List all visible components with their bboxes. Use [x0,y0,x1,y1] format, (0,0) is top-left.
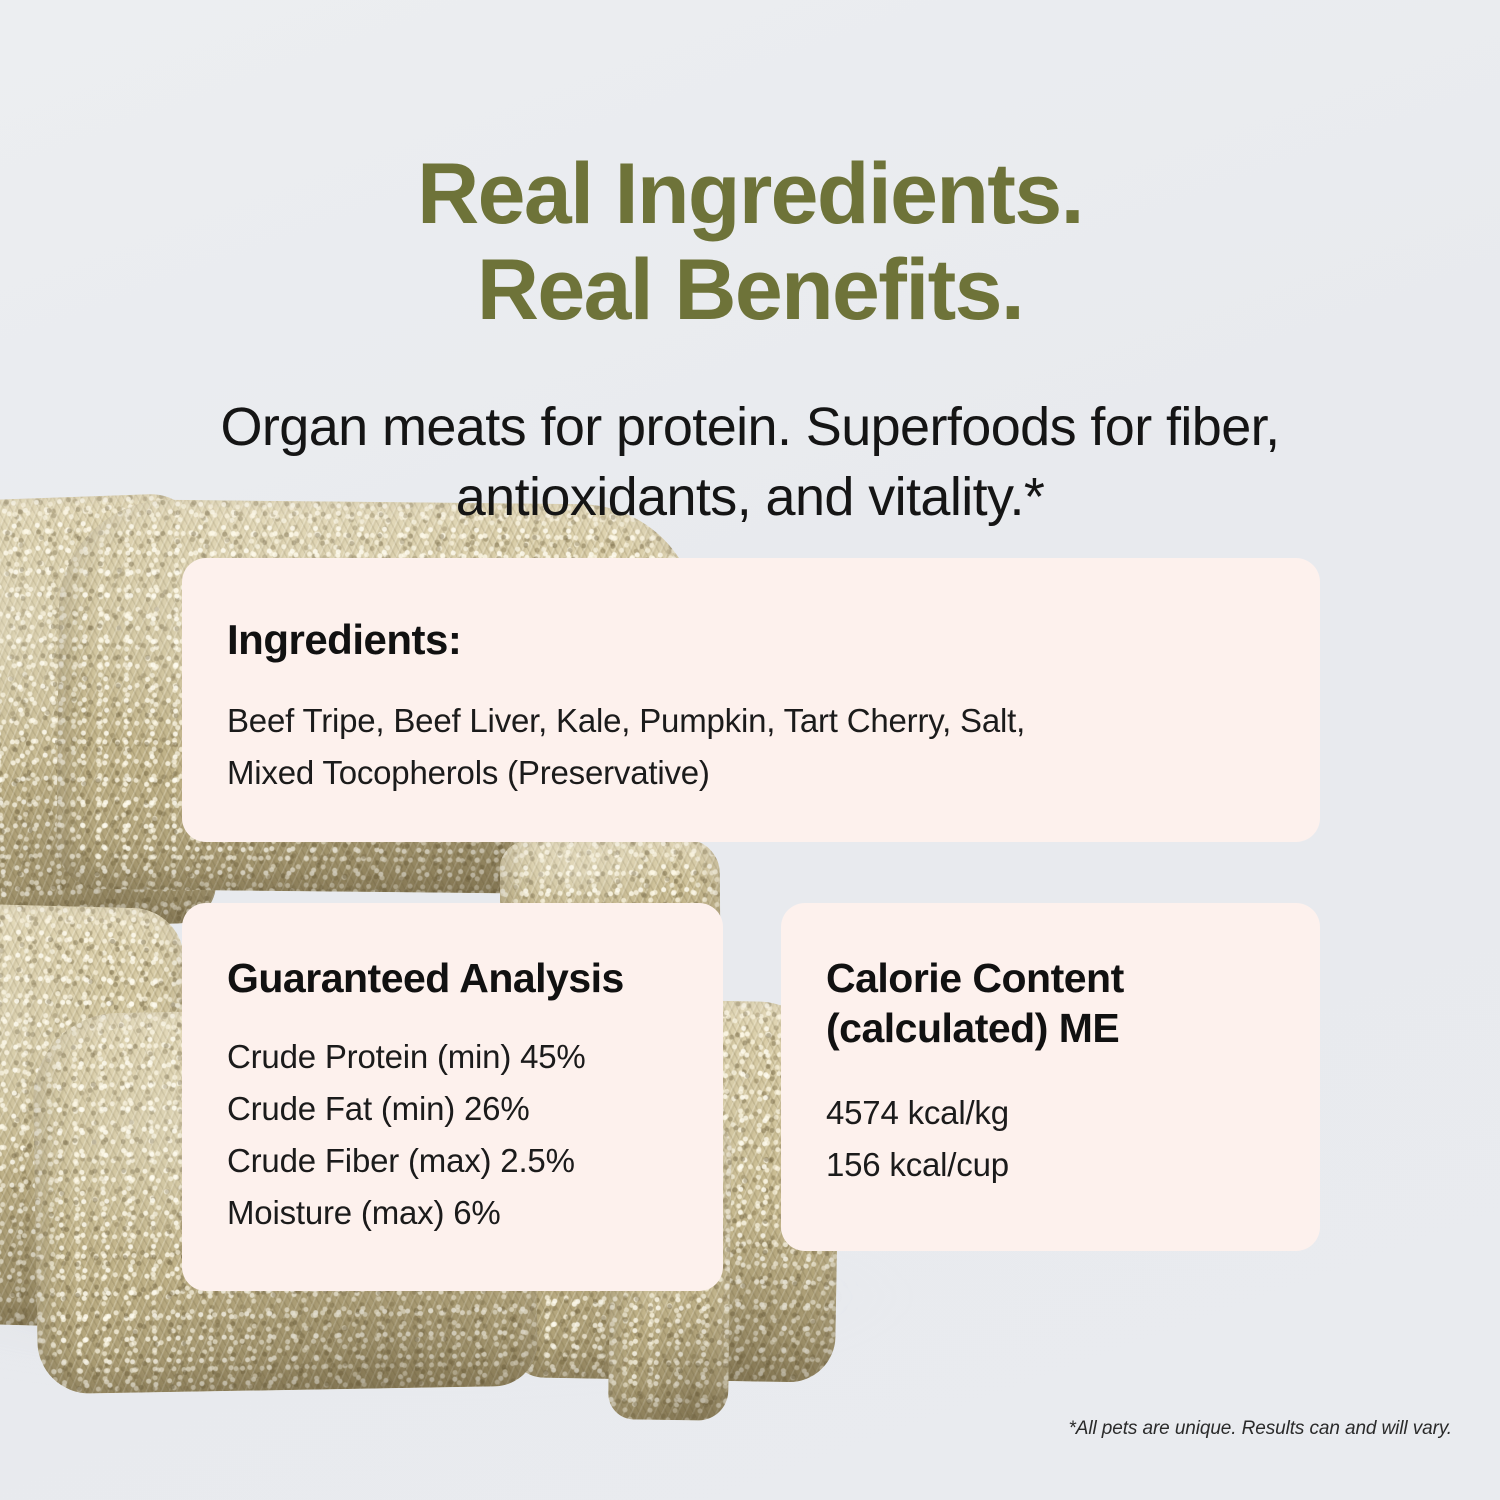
analysis-row: Crude Protein (min) 45% [227,1038,586,1076]
page-subtitle: Organ meats for protein. Superfoods for … [190,392,1310,532]
calories-card-title: Calorie Content (calculated) ME [826,953,1284,1053]
ingredients-line-2: Mixed Tocopherols (Preservative) [227,754,710,792]
calories-row: 156 kcal/cup [826,1146,1009,1184]
headline-line-1: Real Ingredients. [417,145,1084,242]
analysis-row: Crude Fat (min) 26% [227,1090,530,1128]
analysis-card-title: Guaranteed Analysis [227,955,624,1001]
disclaimer-footnote: *All pets are unique. Results can and wi… [1068,1418,1453,1439]
ingredients-card: Ingredients: Beef Tripe, Beef Liver, Kal… [182,558,1320,842]
food-cube [0,900,186,1330]
ingredients-card-title: Ingredients: [227,616,462,663]
calories-row: 4574 kcal/kg [826,1094,1009,1132]
calories-title-line-1: Calorie Content [826,955,1124,1001]
page-title: Real Ingredients. Real Benefits. [0,146,1500,339]
calorie-content-card: Calorie Content (calculated) ME 4574 kca… [781,903,1320,1251]
subtitle-line-2: fiber, antioxidants, and vitality.* [455,397,1280,528]
analysis-row: Moisture (max) 6% [227,1194,501,1232]
analysis-row: Crude Fiber (max) 2.5% [227,1142,575,1180]
calories-title-line-2: (calculated) ME [826,1005,1120,1052]
guaranteed-analysis-card: Guaranteed Analysis Crude Protein (min) … [182,903,723,1291]
headline-line-2: Real Benefits. [476,241,1025,338]
ingredients-line-1: Beef Tripe, Beef Liver, Kale, Pumpkin, T… [227,702,1026,740]
analysis-card-body: Crude Protein (min) 45% Crude Fat (min) … [227,1031,687,1240]
ingredients-card-body: Beef Tripe, Beef Liver, Kale, Pumpkin, T… [227,695,1262,799]
calories-card-body: 4574 kcal/kg 156 kcal/cup [826,1087,1284,1191]
subtitle-line-1: Organ meats for protein. Superfoods for [220,397,1153,457]
